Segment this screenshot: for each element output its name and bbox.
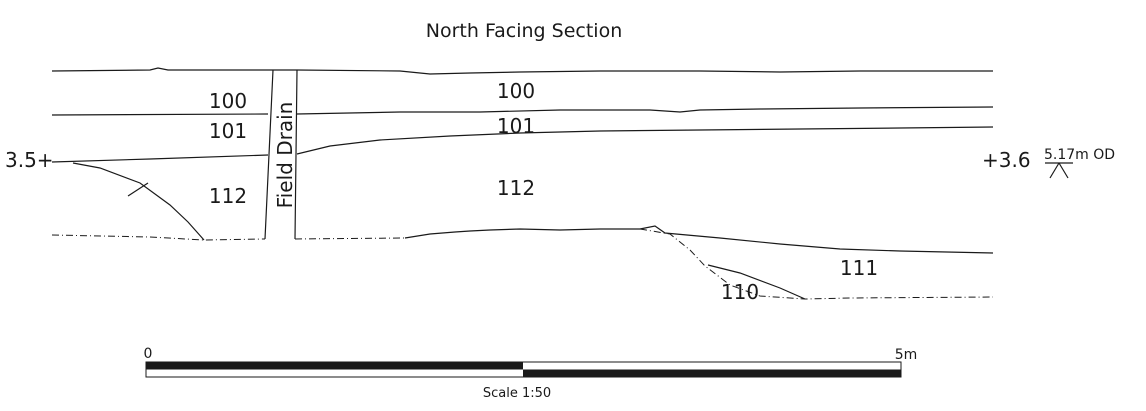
- datum-label: 5.17m OD: [1044, 147, 1115, 163]
- field-drain-cut: [264, 69, 298, 240]
- label-context-110: 110: [721, 280, 759, 304]
- limit-of-excavation-right: [639, 228, 994, 300]
- scale-bar-segment-1: [146, 362, 523, 370]
- label-context-101-left: 101: [209, 119, 247, 143]
- cut-109-line: [72, 162, 205, 241]
- drawing-title: North Facing Section: [426, 20, 622, 42]
- level-left: 3.5+: [5, 148, 54, 172]
- label-context-100-left: 100: [209, 89, 247, 113]
- scale-start-label: 0: [144, 346, 153, 362]
- interface-101-112-line: [51, 126, 994, 163]
- label-context-101-right: 101: [497, 114, 535, 138]
- field-drain-label: Field Drain: [273, 102, 297, 209]
- context-110-line: [707, 264, 806, 300]
- label-context-112-right: 112: [497, 176, 535, 200]
- datum-marker-icon: [1045, 162, 1073, 179]
- scale-caption: Scale 1:50: [483, 386, 551, 401]
- scale-end-label: 5m: [895, 347, 918, 363]
- label-context-100-right: 100: [497, 79, 535, 103]
- scale-bar-segment-2: [523, 369, 901, 377]
- level-right: +3.6: [982, 148, 1031, 172]
- cut-109-leader: [127, 182, 149, 197]
- base-112-line: [404, 225, 994, 254]
- interface-100-101-line: [51, 106, 994, 116]
- limit-of-excavation-left: [51, 234, 406, 241]
- ground-surface-line: [51, 67, 993, 75]
- label-context-111: 111: [840, 256, 878, 280]
- label-context-112-left: 112: [209, 184, 247, 208]
